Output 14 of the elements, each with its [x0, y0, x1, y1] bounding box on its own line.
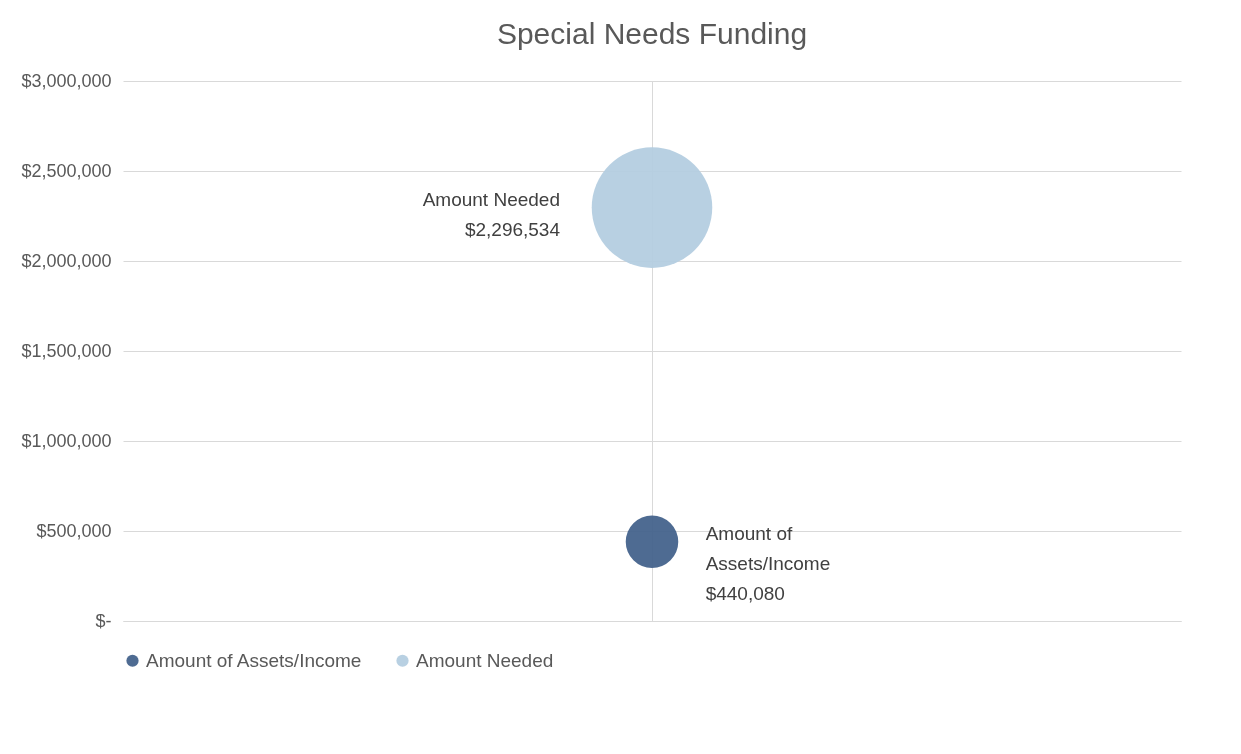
y-tick-label: $1,000,000 — [21, 430, 112, 451]
text: Amount Needed — [422, 188, 560, 210]
data-label: $2,296,534 — [464, 218, 561, 240]
data-label: $440,080 — [705, 582, 785, 604]
y-tick-label: $500,000 — [36, 520, 112, 541]
y-tick-label: $2,000,000 — [21, 250, 112, 271]
legend-label: Amount Needed — [416, 649, 554, 671]
legend-label: Amount of Assets/Income — [146, 649, 362, 671]
y-tick-label: $3,000,000 — [21, 70, 112, 91]
y-tick-label: $- — [95, 610, 112, 631]
y-tick-label: $2,500,000 — [21, 160, 112, 181]
chart-title: Special Needs Funding — [496, 17, 808, 50]
text: Amount of Assets/Income — [705, 522, 831, 574]
y-tick-label: $1,500,000 — [21, 340, 112, 361]
